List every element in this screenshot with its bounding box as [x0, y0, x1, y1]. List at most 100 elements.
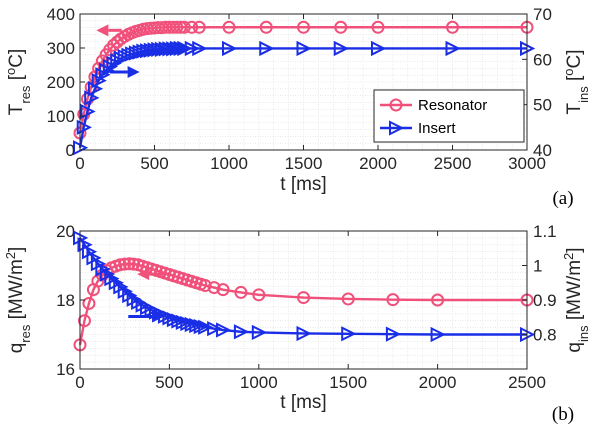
data-point [76, 119, 92, 135]
data-point [95, 67, 111, 83]
data-point [341, 326, 357, 342]
data-point [297, 291, 310, 305]
y-axis-label-left: Tres [oC] [3, 49, 33, 115]
data-point [158, 41, 174, 57]
data-point [222, 40, 238, 57]
data-point [102, 58, 119, 75]
data-point [233, 324, 250, 340]
data-point [143, 42, 160, 58]
data-point [216, 283, 230, 297]
data-point [173, 40, 189, 57]
x-axis-label: t [ms] [280, 174, 326, 195]
y-tick-label-right: 60 [533, 50, 552, 69]
chart-panel-a: 0 500 1000 1500 2000 2500 3000 t [ms] 0 100 200 300… [3, 5, 591, 209]
data-point [198, 279, 212, 293]
x-tick-label: 1000 [240, 373, 278, 392]
data-point [82, 296, 96, 310]
y-axis-label-right: qins [MW/m2] [561, 247, 591, 352]
legend-entry-resonator: Resonator [418, 97, 487, 114]
series-insert [73, 40, 536, 156]
data-point [334, 20, 348, 34]
y-axis-label-right: Tins [oC] [561, 49, 591, 114]
y-tick-label-left: 18 [56, 291, 75, 310]
data-point [251, 324, 268, 341]
data-point [151, 41, 167, 57]
data-point [166, 41, 182, 57]
data-point [147, 42, 163, 58]
x-tick-label: 500 [140, 154, 168, 173]
data-point [118, 257, 132, 271]
data-point [80, 103, 96, 120]
data-point [185, 20, 199, 34]
data-point [77, 237, 93, 253]
data-point [90, 256, 107, 272]
x-tick-label: 2000 [419, 373, 457, 392]
x-axis: 0 500 1000 1500 2000 2500 3000 [75, 14, 546, 173]
data-point [122, 287, 138, 304]
y-tick-label-left: 300 [47, 39, 75, 58]
arrow-resonator [96, 24, 122, 37]
legend-entry-insert: Insert [418, 120, 456, 137]
y-tick-label-right: 0.8 [533, 326, 557, 345]
data-point [77, 314, 91, 328]
data-point [162, 41, 178, 57]
data-point [222, 20, 236, 34]
data-point [184, 40, 200, 57]
y-tick-label-right: 70 [533, 5, 552, 24]
data-point [386, 293, 400, 307]
x-tick-label: 2000 [359, 154, 397, 173]
data-point [430, 326, 446, 343]
data-point [99, 266, 116, 282]
chart-panel-b: 0 500 1000 1500 2000 2500 t [ms] 16 18 20 qres [MW… [3, 222, 591, 425]
arrow-insert [109, 66, 140, 79]
data-point [86, 250, 102, 266]
data-point [192, 40, 208, 57]
x-tick-label: 3000 [508, 154, 546, 173]
panel-label: (b) [552, 404, 574, 425]
data-point [296, 325, 312, 342]
y-tick-label-left: 0 [66, 141, 75, 160]
data-point [177, 40, 193, 57]
y-tick-label-right: 50 [533, 96, 552, 115]
data-point [446, 20, 459, 34]
data-point [445, 40, 461, 57]
y-tick-label-right: 40 [533, 141, 552, 160]
data-point [154, 41, 171, 57]
data-point [184, 316, 200, 333]
data-point [252, 288, 266, 302]
data-point [113, 258, 127, 272]
x-tick-label: 1500 [329, 373, 367, 392]
data-point [104, 270, 120, 287]
y-axis-left: 16 18 20 [56, 222, 85, 379]
arrow-insert [128, 310, 165, 323]
x-tick-label: 0 [75, 154, 84, 173]
data-point [170, 20, 184, 34]
y-tick-label-left: 20 [56, 222, 75, 241]
data-point [84, 90, 100, 106]
x-tick-label: 0 [75, 373, 84, 392]
y-tick-label-right: 1 [533, 257, 542, 276]
x-axis-label: t [ms] [280, 392, 326, 413]
y-tick-label-left: 400 [47, 5, 75, 24]
data-point [127, 257, 141, 271]
series-insert [73, 230, 536, 343]
y-tick-label-left: 200 [47, 73, 75, 92]
panel-label: (a) [552, 188, 573, 209]
data-point [371, 20, 385, 34]
data-point [385, 326, 402, 342]
y-axis-right: 0.8 0.9 1 1.1 [522, 222, 557, 345]
data-point [107, 38, 121, 52]
data-point [108, 275, 124, 291]
y-axis-right: 40 50 60 70 [522, 5, 552, 160]
data-point [136, 43, 152, 59]
x-tick-label: 500 [155, 373, 183, 392]
data-point [91, 73, 107, 89]
data-point [180, 315, 196, 332]
data-point [140, 43, 156, 59]
data-point [122, 257, 136, 271]
x-tick-label: 2500 [508, 373, 546, 392]
data-point [207, 321, 223, 337]
data-point [259, 40, 275, 57]
data-point [431, 293, 445, 307]
y-axis-label-left: qres [MW/m2] [3, 247, 33, 354]
